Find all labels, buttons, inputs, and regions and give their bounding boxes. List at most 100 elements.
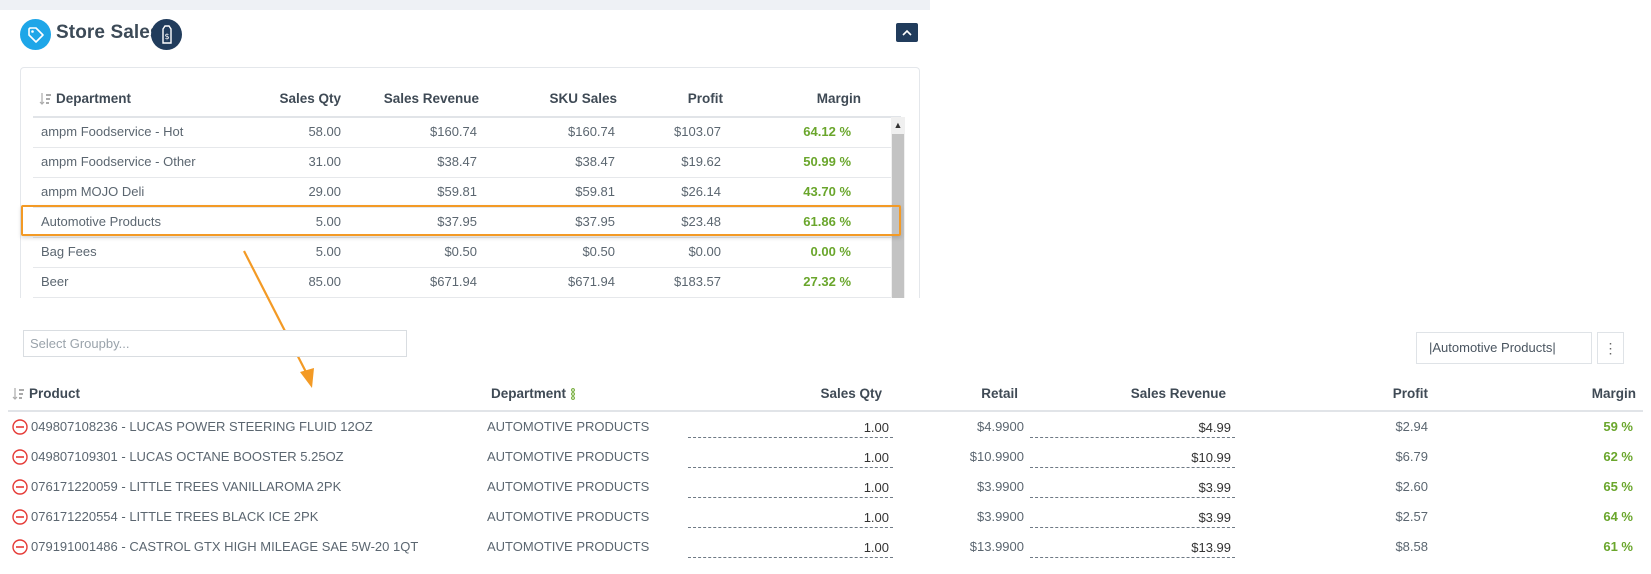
cell-margin: 61.86 % [803,214,851,229]
department-table-body: ampm Foodservice - Hot 58.00 $160.74 $16… [33,117,891,298]
active-filter[interactable]: |Automotive Products| [1416,332,1592,364]
svg-text:$: $ [164,32,169,41]
cell-department: Bag Fees [41,244,97,259]
table-row[interactable]: 049807109301 - LUCAS OCTANE BOOSTER 5.25… [8,442,1643,472]
kebab-menu-icon[interactable]: ⋮ [1597,332,1624,364]
cell-retail: $3.9900 [977,479,1024,494]
table-row[interactable]: Beer 85.00 $671.94 $671.94 $183.57 27.32… [33,267,891,298]
qty-input[interactable]: 1.00 [688,447,893,468]
cell-margin: 64.12 % [803,124,851,139]
table-row[interactable]: 079191001486 - CASTROL GTX HIGH MILEAGE … [8,532,1643,562]
cell-department: ampm Foodservice - Hot [41,124,184,139]
cell-profit: $2.94 [1395,419,1428,434]
cell-sku: $37.95 [575,214,615,229]
revenue-input[interactable]: $3.99 [1030,477,1235,498]
col-sales-qty[interactable]: Sales Qty [279,91,341,106]
col-retail[interactable]: Retail [981,386,1018,401]
remove-icon[interactable] [12,449,28,465]
table-row[interactable]: ampm Foodservice - Hot 58.00 $160.74 $16… [33,117,891,148]
groupby-select[interactable]: Select Groupby... [23,330,407,357]
remove-icon[interactable] [12,479,28,495]
cell-margin: 65 % [1603,479,1633,494]
cell-sku: $0.50 [582,244,615,259]
col-department[interactable]: Department [39,82,239,116]
cell-revenue: $671.94 [430,274,477,289]
col-sales-qty[interactable]: Sales Qty [820,386,882,401]
cell-profit: $19.62 [681,154,721,169]
table-row[interactable]: Bag Fees 5.00 $0.50 $0.50 $0.00 0.00 % [33,237,891,268]
scroll-up-arrow-icon[interactable]: ▲ [893,120,903,130]
cell-profit: $26.14 [681,184,721,199]
table-row[interactable]: 076171220554 - LITTLE TREES BLACK ICE 2P… [8,502,1643,532]
col-product[interactable]: Product [12,377,312,410]
col-department[interactable]: Department [491,377,611,410]
table-row[interactable]: ampm MOJO Deli 29.00 $59.81 $59.81 $26.1… [33,177,891,208]
revenue-input[interactable]: $13.99 [1030,537,1235,558]
revenue-input[interactable]: $3.99 [1030,507,1235,528]
qty-input[interactable]: 1.00 [688,507,893,528]
product-table-header: Product Department Sales Qty Retail Sale… [8,377,1643,412]
cell-revenue: $38.47 [437,154,477,169]
cell-margin: 27.32 % [803,274,851,289]
revenue-input[interactable]: $10.99 [1030,447,1235,468]
cell-sku: $59.81 [575,184,615,199]
cell-product: 076171220059 - LITTLE TREES VANILLAROMA … [31,479,342,494]
cell-department: ampm Foodservice - Other [41,154,196,169]
col-margin[interactable]: Margin [816,91,861,106]
vertical-scrollbar[interactable]: ▲ [891,117,905,298]
remove-icon[interactable] [12,509,28,525]
page-title: Store Sales [56,22,161,43]
table-row[interactable]: 076171220059 - LITTLE TREES VANILLAROMA … [8,472,1643,502]
remove-icon[interactable] [12,539,28,555]
remove-icon[interactable] [12,419,28,435]
cell-department: AUTOMOTIVE PRODUCTS [487,449,650,464]
table-row-selected[interactable]: Automotive Products 5.00 $37.95 $37.95 $… [33,207,891,238]
cell-qty: 5.00 [315,244,341,259]
tag-icon [20,19,51,50]
department-table-panel: Department Sales Qty Sales Revenue SKU S… [20,67,920,298]
col-sku-sales[interactable]: SKU Sales [549,91,617,106]
cell-margin: 61 % [1603,539,1633,554]
cell-qty: 85.00 [308,274,341,289]
cell-revenue: $160.74 [430,124,477,139]
cell-sku: $160.74 [568,124,615,139]
column-menu-icon[interactable] [570,387,576,401]
collapse-button[interactable] [896,23,918,42]
cell-margin: 50.99 % [803,154,851,169]
revenue-input[interactable]: $4.99 [1030,417,1235,438]
table-row[interactable]: ampm Foodservice - Other 31.00 $38.47 $3… [33,147,891,178]
qty-input[interactable]: 1.00 [688,477,893,498]
scroll-thumb[interactable] [892,134,904,298]
cell-profit: $2.60 [1395,479,1428,494]
cell-product: 049807109301 - LUCAS OCTANE BOOSTER 5.25… [31,449,344,464]
top-band [0,0,930,10]
cell-department: AUTOMOTIVE PRODUCTS [487,479,650,494]
cell-department: ampm MOJO Deli [41,184,145,199]
cell-product: 076171220554 - LITTLE TREES BLACK ICE 2P… [31,509,319,524]
cell-qty: 31.00 [308,154,341,169]
cell-profit: $183.57 [674,274,721,289]
col-profit[interactable]: Profit [1392,386,1428,401]
cell-qty: 29.00 [308,184,341,199]
cell-revenue: $59.81 [437,184,477,199]
cell-revenue: $0.50 [444,244,477,259]
price-tag-dollar-icon: $ [151,19,182,50]
cell-retail: $13.9900 [969,539,1024,554]
table-row[interactable]: 049807108236 - LUCAS POWER STEERING FLUI… [8,412,1643,442]
sort-icon[interactable] [12,387,26,401]
col-sales-revenue[interactable]: Sales Revenue [383,91,479,106]
cell-qty: 5.00 [315,214,341,229]
cell-profit: $103.07 [674,124,721,139]
cell-margin: 62 % [1603,449,1633,464]
department-table-header: Department Sales Qty Sales Revenue SKU S… [33,82,901,118]
col-sales-revenue[interactable]: Sales Revenue [1130,386,1226,401]
qty-input[interactable]: 1.00 [688,417,893,438]
col-margin[interactable]: Margin [1591,386,1636,401]
cell-sku: $38.47 [575,154,615,169]
sort-icon[interactable] [39,92,53,106]
cell-profit: $2.57 [1395,509,1428,524]
cell-department: AUTOMOTIVE PRODUCTS [487,539,650,554]
qty-input[interactable]: 1.00 [688,537,893,558]
cell-department: AUTOMOTIVE PRODUCTS [487,509,650,524]
col-profit[interactable]: Profit [687,91,723,106]
